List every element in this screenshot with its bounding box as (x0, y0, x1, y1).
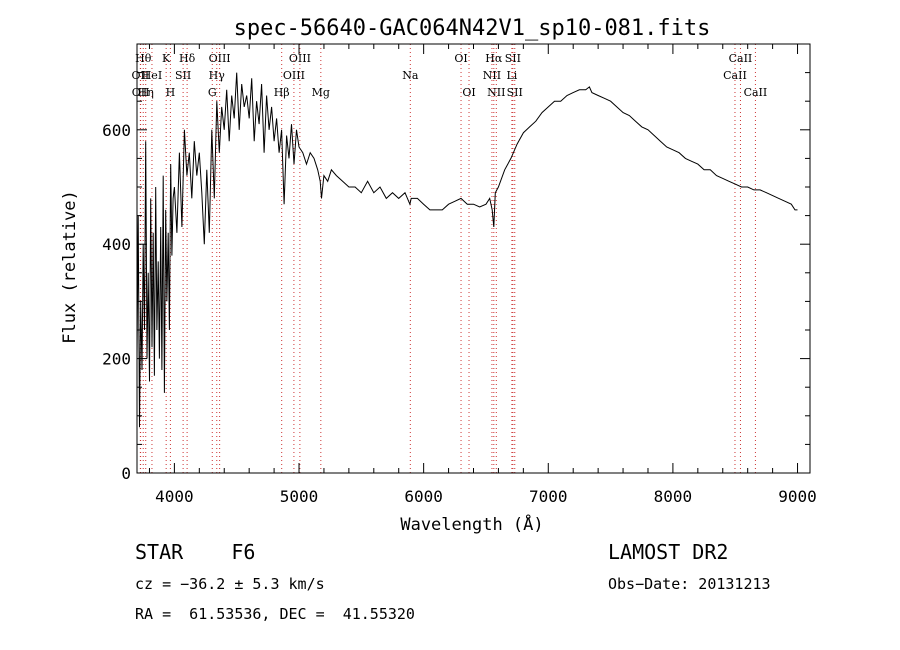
line-label-SII: SII (505, 52, 521, 65)
x-tick-labels: 4000 5000 6000 7000 8000 9000 (155, 487, 817, 506)
line-label-NII: NII (483, 69, 501, 82)
line-label-Li: Li (506, 69, 517, 82)
x-axis-label: Wavelength (Å) (400, 513, 543, 535)
line-label-NII: NII (487, 86, 505, 99)
x-tick-label: 6000 (404, 487, 443, 506)
axis-ticks (137, 44, 810, 474)
line-label-CaII: CaII (729, 52, 753, 65)
obs-date-text: Obs−Date: 20131213 (608, 575, 771, 593)
x-tick-label: 5000 (280, 487, 319, 506)
redshift-text: cz = −36.2 ± 5.3 km/s (135, 575, 325, 593)
spectrum-line (136, 72, 798, 428)
survey-name: LAMOST DR2 (608, 540, 729, 564)
line-label-OIII: OIII (289, 52, 311, 65)
line-label-OII: OII (132, 69, 150, 82)
line-label-H: H (166, 86, 176, 99)
y-tick-label: 0 (121, 464, 131, 483)
line-label-SII: SII (175, 69, 191, 82)
line-label-G: G (208, 86, 217, 99)
y-axis-label: Flux (relative) (60, 190, 80, 344)
line-label-SII: SII (507, 86, 523, 99)
line-label-CaII: CaII (723, 69, 747, 82)
line-label-Mg: Mg (312, 86, 330, 99)
line-label-OI: OI (454, 52, 467, 65)
y-tick-label: 400 (102, 235, 131, 254)
y-tick-labels: 0 200 400 600 (102, 121, 131, 483)
line-label-Hγ: Hγ (209, 69, 226, 82)
line-label-Hβ: Hβ (274, 86, 290, 99)
x-tick-label: 9000 (778, 487, 817, 506)
chart-title: spec-56640-GAC064N42V1_sp10-081.fits (234, 16, 711, 41)
subclass-value: F6 (231, 540, 256, 564)
class-value: STAR (135, 540, 184, 564)
line-label-Hθ: Hθ (135, 52, 152, 65)
x-tick-label: 8000 (654, 487, 693, 506)
line-label-CaII: CaII (744, 86, 768, 99)
x-tick-label: 7000 (529, 487, 568, 506)
coords-text: RA = 61.53536, DEC = 41.55320 (135, 605, 415, 623)
line-label-Hδ: Hδ (179, 52, 196, 65)
line-label-Hη: Hη (138, 86, 154, 99)
x-tick-label: 4000 (155, 487, 194, 506)
object-class: STAR F6 (135, 540, 255, 564)
y-tick-label: 200 (102, 350, 131, 369)
line-label-OI: OI (462, 86, 475, 99)
y-tick-label: 600 (102, 121, 131, 140)
line-label-OII: OII (132, 86, 150, 99)
line-label-OIII: OIII (283, 69, 305, 82)
line-label-K: K (162, 52, 171, 65)
line-label-OIII: OIII (209, 52, 231, 65)
line-label-Na: Na (402, 69, 419, 82)
line-label-Hα: Hα (485, 52, 503, 65)
line-label-HeI: HeI (142, 69, 162, 82)
